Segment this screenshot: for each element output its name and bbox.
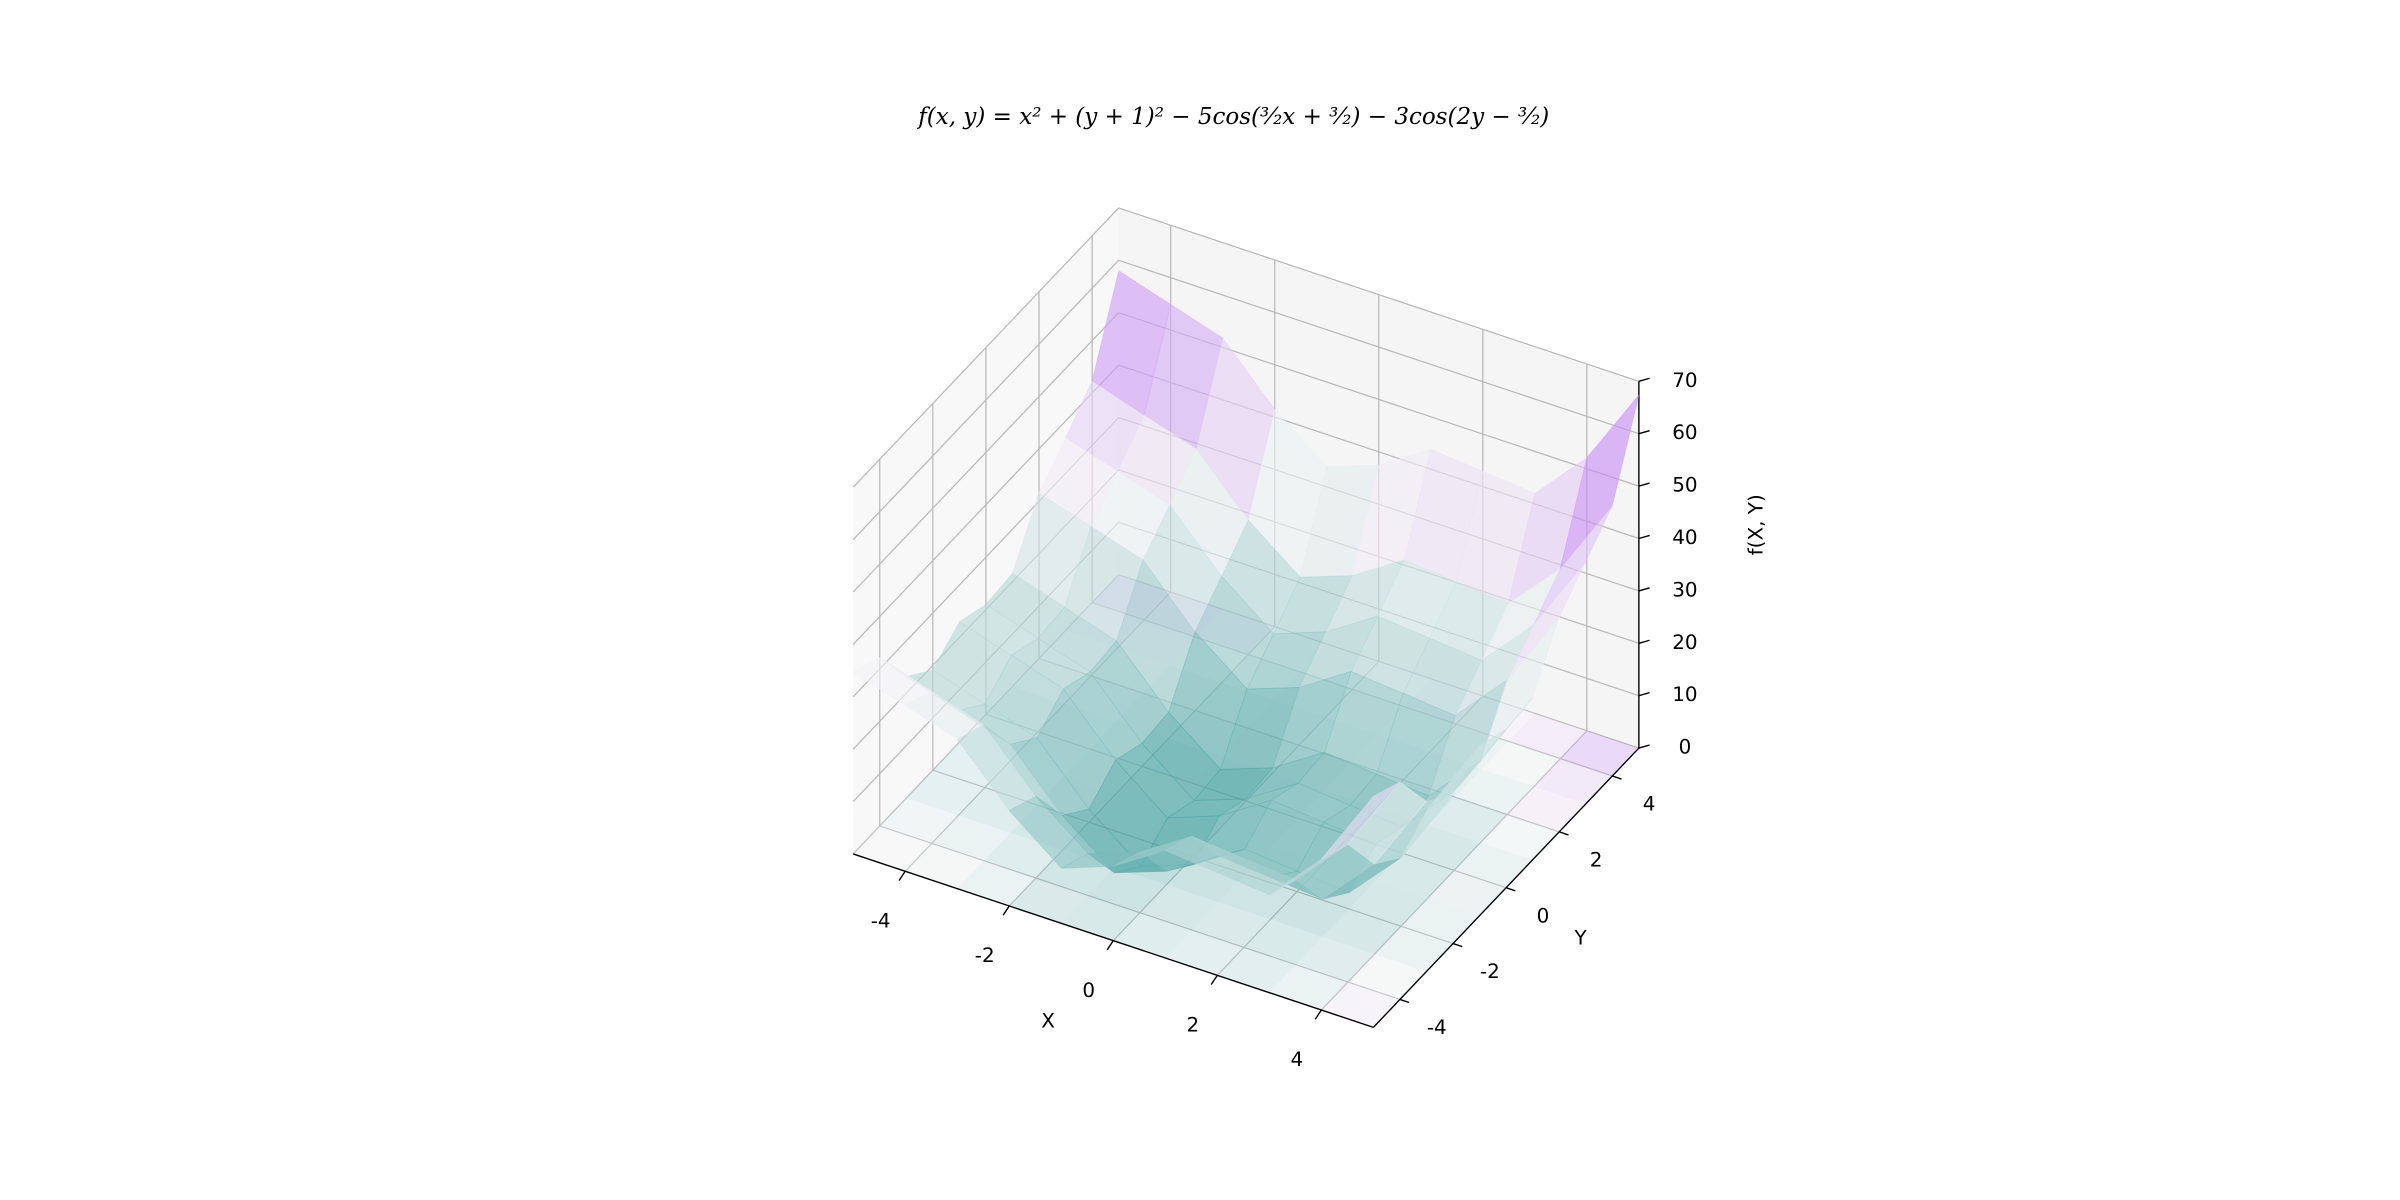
floor-projection [906, 770, 985, 816]
floor-projection [1270, 891, 1350, 937]
grid-line [852, 207, 1120, 488]
z-tick [1638, 639, 1650, 644]
floor-projection [1508, 713, 1587, 759]
z-tick-label: 0 [1679, 735, 1692, 759]
x-tick-label: 2 [1186, 1012, 1199, 1036]
floor-projection [1455, 769, 1534, 815]
floor-projection [1454, 842, 1533, 888]
surface-cell [1506, 561, 1587, 681]
y-axis-label: Y [1573, 926, 1587, 950]
x-tick [1106, 940, 1114, 951]
floor-projection [1560, 730, 1639, 777]
z-tick [1638, 691, 1650, 697]
x-axis-label: X [1041, 1008, 1055, 1032]
chart-title: f(x, y) = x² + (y + 1)² − 5cos(³⁄₂x + ³⁄… [916, 104, 1549, 130]
y-tick-label: -2 [1480, 959, 1500, 983]
z-tick [1638, 482, 1650, 487]
floor-projection [1401, 898, 1480, 944]
floor-projection [1481, 741, 1561, 787]
floor-projection [1191, 902, 1271, 948]
x-tick [1314, 1009, 1322, 1020]
x-tick-label: -4 [871, 908, 891, 932]
x-tick [1002, 905, 1010, 916]
z-tick [1638, 587, 1650, 592]
x-tick-label: -2 [975, 943, 995, 967]
floor-projection [1374, 926, 1454, 972]
x-tick-label: 4 [1290, 1047, 1303, 1071]
x-tick [898, 870, 906, 881]
floor-projection [1375, 853, 1455, 899]
z-tick-label: 20 [1672, 630, 1697, 654]
z-tick [1638, 534, 1650, 540]
z-tick-label: 30 [1672, 577, 1697, 601]
z-tick-label: 60 [1672, 420, 1697, 444]
grid-line [852, 259, 1120, 541]
y-tick-label: -4 [1427, 1015, 1447, 1039]
y-tick [1452, 942, 1463, 948]
grid-line [879, 825, 1401, 1001]
floor-projection [1427, 870, 1507, 916]
x-tick-label: 0 [1082, 978, 1095, 1002]
surface-cell [1321, 781, 1401, 860]
surface-cell [1453, 697, 1533, 792]
z-tick-label: 70 [1672, 368, 1697, 392]
z-tick-label: 10 [1672, 682, 1697, 706]
floor-projection [931, 815, 1011, 861]
floor-projection [1428, 797, 1508, 843]
z-tick-label: 50 [1672, 473, 1697, 497]
y-tick-label: 2 [1590, 848, 1603, 872]
floor-projection [1295, 936, 1375, 983]
z-tick [1638, 377, 1650, 382]
floor-projection [1480, 814, 1560, 860]
floor-projection [1139, 884, 1219, 931]
z-axis-label: f(X, Y) [1744, 494, 1768, 555]
y-tick [1612, 775, 1622, 780]
surface-cell [1559, 394, 1640, 569]
y-tick [1399, 998, 1410, 1004]
floor-projection [879, 798, 959, 844]
floor-projection [1402, 825, 1481, 871]
y-tick [1559, 831, 1569, 836]
z-tick [1638, 744, 1650, 749]
grid-line [1118, 207, 1640, 382]
z-tick [1638, 429, 1650, 435]
floor-projection [1322, 908, 1402, 955]
floor-projection [1533, 758, 1613, 804]
floor-projection [1507, 786, 1586, 832]
y-tick [1505, 887, 1516, 892]
grid-line [852, 364, 1120, 645]
grid-line [1118, 259, 1640, 435]
floor-projection [1087, 867, 1167, 913]
x-tick [1210, 974, 1218, 985]
y-tick-label: 0 [1537, 903, 1550, 927]
floor-projection [1243, 919, 1323, 965]
z-tick-label: 40 [1672, 525, 1697, 549]
floor-projection [1347, 954, 1427, 1000]
y-tick-label: 4 [1643, 792, 1656, 816]
grid-line [852, 312, 1120, 593]
floor-projection [1349, 880, 1428, 927]
